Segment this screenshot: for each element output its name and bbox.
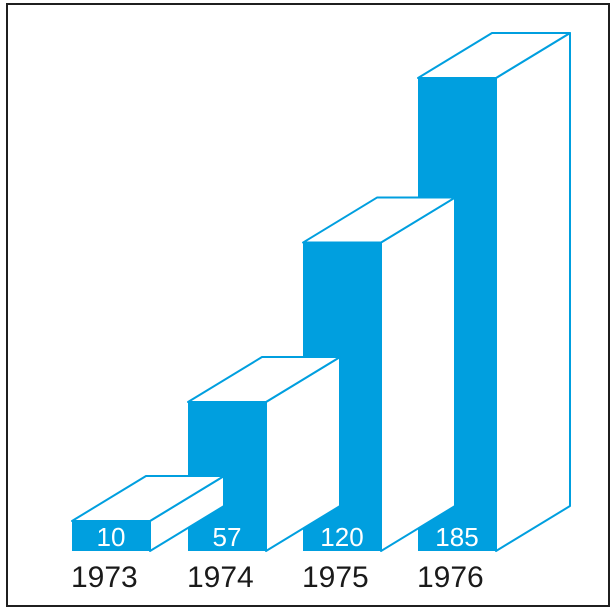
x-tick-label-1975: 1975 — [302, 561, 369, 594]
data-label-1973: 10 — [97, 522, 126, 552]
x-tick-label-1973: 1973 — [71, 561, 138, 594]
labels-layer: 10 1973 57 1974 120 1975 185 1976 — [71, 522, 484, 594]
data-label-1975: 120 — [320, 522, 363, 552]
bar-1973 — [72, 521, 150, 551]
data-label-1974: 57 — [213, 522, 242, 552]
bar-side-1976 — [495, 32, 571, 552]
data-label-1976: 185 — [435, 522, 478, 552]
bars-layer — [71, 32, 571, 552]
bar-side-1975 — [380, 196, 456, 552]
x-tick-label-1976: 1976 — [417, 561, 484, 594]
x-tick-label-1974: 1974 — [187, 561, 254, 594]
bar-group-1973 — [71, 475, 225, 552]
